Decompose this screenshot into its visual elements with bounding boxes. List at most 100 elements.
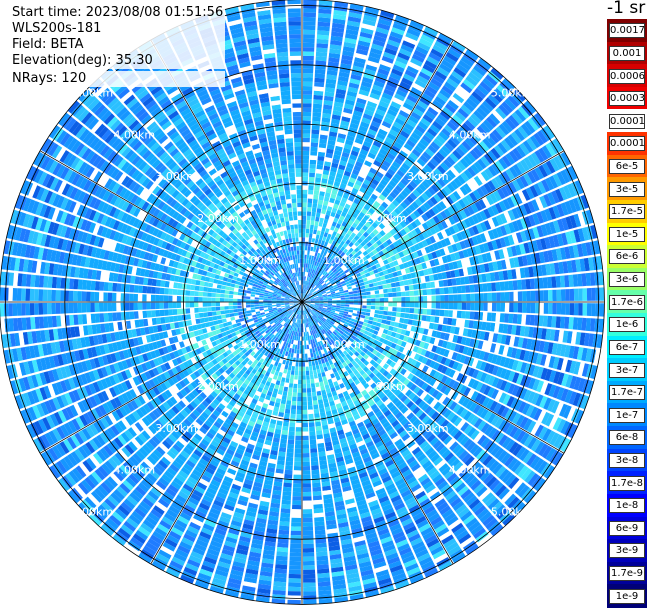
range-gate-cell <box>313 95 323 100</box>
range-gate-cell <box>344 292 349 295</box>
range-gate-cell <box>430 282 435 288</box>
range-gate-cell <box>500 313 505 322</box>
range-gate-cell <box>316 169 322 174</box>
range-gate-cell <box>316 52 327 57</box>
range-gate-cell <box>565 303 570 315</box>
range-gate-cell <box>312 130 320 135</box>
range-gate-cell <box>560 317 565 329</box>
range-gate-cell <box>397 297 402 301</box>
range-gate-cell <box>304 268 306 272</box>
range-gate-cell <box>288 392 293 397</box>
range-gate-cell <box>303 151 310 156</box>
range-gate-cell <box>316 173 322 178</box>
range-gate-cell <box>316 551 328 556</box>
range-gate-cell <box>332 304 336 306</box>
range-gate-cell <box>287 444 294 449</box>
range-gate-cell <box>311 242 314 247</box>
range-gate-cell <box>556 316 561 328</box>
range-gate-cell <box>292 509 301 514</box>
range-gate-cell <box>303 77 313 82</box>
range-gate-cell <box>475 303 480 311</box>
range-gate-cell <box>414 296 419 301</box>
range-gate-cell <box>561 303 566 315</box>
range-gate-cell <box>547 277 552 288</box>
range-gate-cell <box>435 288 440 294</box>
range-gate-cell <box>509 292 514 301</box>
range-gate-cell <box>367 306 372 309</box>
range-gate-cell <box>341 300 345 302</box>
range-gate-cell <box>293 388 297 393</box>
range-gate-cell <box>295 340 297 345</box>
range-gate-cell <box>317 434 324 439</box>
range-gate-cell <box>304 263 306 267</box>
range-gate-cell <box>475 293 480 301</box>
range-gate-cell <box>309 173 315 178</box>
range-gate-cell <box>285 409 290 414</box>
range-gate-cell <box>412 320 417 326</box>
range-gate-cell <box>310 349 313 354</box>
range-gate-cell <box>284 382 288 387</box>
range-gate-cell <box>371 295 376 299</box>
range-gate-cell <box>492 293 497 302</box>
range-gate-cell <box>294 349 297 354</box>
range-gate-cell <box>303 522 313 527</box>
range-gate-cell <box>570 303 575 315</box>
range-gate-cell <box>294 462 301 467</box>
range-gate-cell <box>310 225 314 230</box>
range-gate-cell <box>452 286 457 293</box>
range-gate-cell <box>392 288 397 293</box>
range-gate-cell <box>302 388 306 392</box>
range-gate-cell <box>280 381 285 386</box>
range-gate-cell <box>305 349 308 354</box>
range-gate-cell <box>295 440 301 445</box>
range-gate-cell <box>436 303 441 309</box>
range-gate-cell <box>283 487 292 492</box>
range-gate-cell <box>305 237 308 242</box>
range-gate-cell <box>345 297 349 299</box>
range-gate-cell <box>470 285 475 293</box>
range-gate-cell <box>312 208 317 213</box>
range-gate-cell <box>362 309 367 312</box>
range-gate-cell <box>305 358 308 363</box>
range-gate-cell <box>314 186 320 191</box>
range-gate-cell <box>397 302 402 306</box>
range-gate-cell <box>291 405 296 410</box>
range-gate-cell <box>408 279 413 285</box>
range-gate-cell <box>303 164 309 169</box>
range-gate-cell <box>309 238 312 243</box>
range-gate-cell <box>406 302 410 307</box>
range-gate-cell <box>514 303 519 313</box>
range-gate-cell <box>293 488 302 493</box>
range-gate-cell <box>313 195 318 200</box>
range-gate-cell <box>319 381 324 386</box>
range-gate-cell <box>522 291 527 301</box>
range-gate-cell <box>286 374 290 379</box>
range-gate-cell <box>397 307 402 312</box>
range-gate-cell <box>313 104 322 109</box>
range-gate-cell <box>495 313 500 322</box>
range-gate-cell <box>414 302 419 307</box>
range-gate-cell <box>288 352 291 357</box>
range-gate-cell <box>318 447 325 452</box>
range-gate-cell <box>295 436 301 441</box>
range-gate-cell <box>303 69 313 74</box>
range-gate-cell <box>288 595 301 600</box>
range-gate-cell <box>303 539 314 544</box>
range-gate-cell <box>439 280 444 287</box>
range-gate-cell <box>306 259 308 264</box>
range-gate-cell <box>312 365 316 370</box>
range-gate-cell <box>303 470 311 475</box>
range-gate-cell <box>279 526 289 531</box>
range-gate-cell <box>287 396 292 401</box>
range-gate-cell <box>354 305 359 308</box>
range-gate-cell <box>410 297 414 302</box>
range-gate-cell <box>392 312 397 317</box>
range-gate-cell <box>387 288 392 292</box>
range-gate-cell <box>310 353 313 358</box>
range-gate-cell <box>361 315 366 319</box>
range-gate-cell <box>284 413 290 418</box>
range-gate-cell <box>304 336 306 340</box>
range-gate-cell <box>303 82 313 87</box>
range-gate-cell <box>345 300 349 302</box>
range-gate-cell <box>310 379 314 384</box>
